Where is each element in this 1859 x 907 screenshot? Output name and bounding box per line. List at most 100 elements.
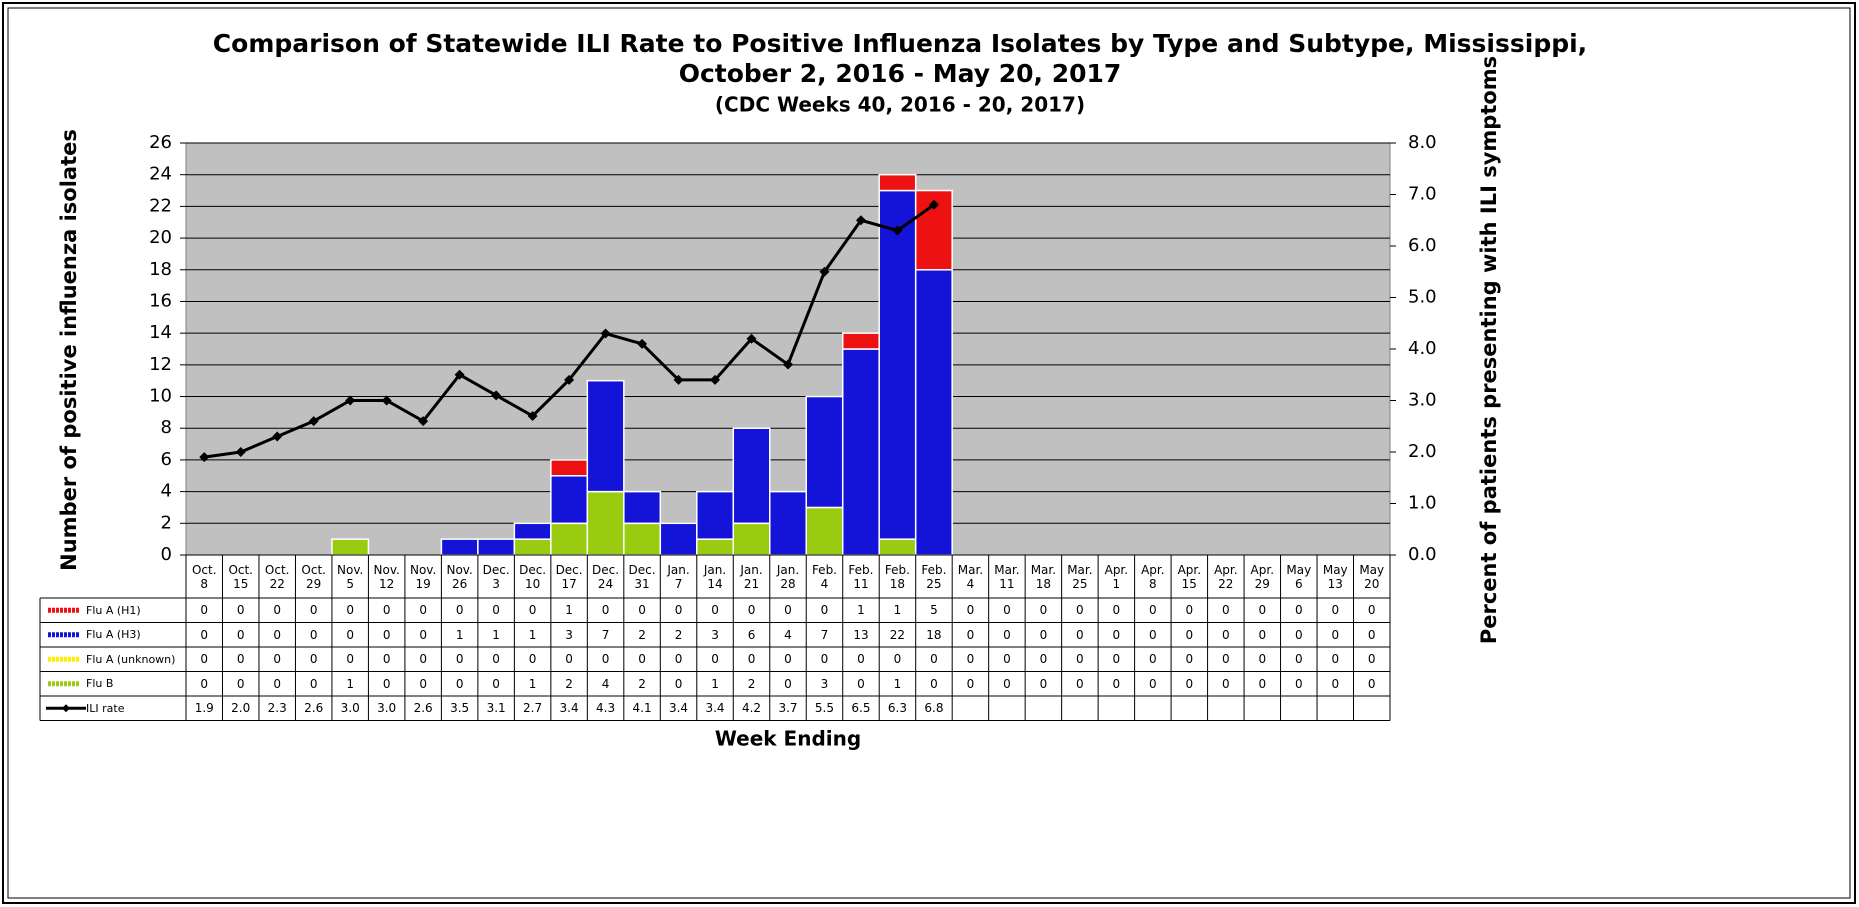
line-marker [527, 410, 538, 421]
legend-label: ILI rate [86, 696, 124, 721]
x-tick-label-text: Mar. 11 [994, 562, 1020, 591]
line-marker [819, 266, 830, 277]
table-value-text: 0 [966, 652, 975, 667]
table-value-text: 0 [1258, 627, 1267, 642]
table-value-text: 0 [236, 627, 245, 642]
table-value-text: 0 [966, 627, 975, 642]
table-value-text: 0 [930, 676, 938, 691]
y-tick-label: 20 [149, 227, 172, 248]
table-value-text: 0 [236, 603, 245, 618]
table-value: 0 [1098, 647, 1134, 672]
table-value-text: 6.3 [887, 701, 907, 716]
table-value: 0 [770, 598, 806, 623]
table-value-text: 0 [236, 676, 245, 691]
table-value: 0 [952, 598, 988, 623]
legend-label: Flu A (H3) [86, 623, 141, 648]
y2-tick-label: 5.0 [1408, 287, 1437, 308]
x-tick-label-text: Oct. 15 [228, 562, 253, 591]
table-value-text: 0 [565, 652, 573, 667]
line-marker [673, 374, 684, 385]
table-value: 0 [368, 623, 404, 648]
table-value-text: 5 [930, 603, 938, 618]
table-value: 7 [806, 623, 842, 648]
table-value-text: 0 [1331, 652, 1340, 667]
table-value: 0 [1208, 598, 1244, 623]
table-value-text: 1 [893, 603, 902, 618]
table-value-text: 3 [820, 676, 829, 691]
table-value: 0 [478, 647, 514, 672]
table-value-text: 0 [966, 603, 975, 618]
table-value-text: 2 [674, 627, 683, 642]
table-value: 3 [551, 623, 587, 648]
table-value-text: 0 [893, 652, 902, 667]
table-value-text: 0 [674, 652, 683, 667]
line-marker [235, 447, 246, 457]
table-value-text: 0 [966, 676, 975, 691]
table-value: 0 [1135, 672, 1171, 697]
table-value-text: 2.6 [304, 701, 324, 716]
y2-tick-label: 6.0 [1408, 235, 1437, 256]
x-tick-label: Mar. 4 [952, 555, 988, 598]
chart-title-line2: October 2, 2016 - May 20, 2017 [679, 59, 1122, 88]
table-value-text: 0 [1258, 603, 1267, 618]
table-value: 0 [295, 672, 331, 697]
x-tick-label-text: Dec. 17 [555, 562, 583, 591]
x-tick-label: May 6 [1281, 555, 1317, 598]
table-value-text: 4 [601, 676, 610, 691]
table-value: 0 [259, 623, 295, 648]
bar [513, 538, 552, 556]
table-value: 2.3 [259, 696, 295, 721]
line-marker [855, 215, 866, 226]
table-value-text: 0 [273, 603, 282, 618]
table-value: 0 [733, 598, 769, 623]
x-tick-label-text: Apr. 1 [1104, 562, 1129, 591]
x-tick-label: Mar. 11 [989, 555, 1025, 598]
x-tick-label-text: Feb. 11 [848, 562, 874, 591]
x-tick-label: Dec. 31 [624, 555, 660, 598]
table-value: 3.5 [441, 696, 477, 721]
bar [841, 348, 880, 556]
table-value: 0 [514, 598, 550, 623]
table-value: 0 [697, 598, 733, 623]
table-value: 5 [916, 598, 952, 623]
table-value-text: 0 [857, 676, 865, 691]
table-value: 0 [1317, 672, 1353, 697]
table-value-text: 0 [711, 652, 719, 667]
line-marker [928, 199, 939, 210]
table-value: 0 [405, 623, 441, 648]
table-value-text: 0 [236, 652, 245, 667]
x-tick-label-text: Mar. 18 [1030, 562, 1057, 591]
table-value: 0 [1135, 623, 1171, 648]
x-tick-label-text: Mar. 4 [957, 562, 984, 591]
table-value: 0 [624, 598, 660, 623]
plot-area [185, 142, 1391, 556]
table-value-text: 0 [346, 603, 354, 618]
table-value: 0 [952, 623, 988, 648]
table-value: 0 [587, 598, 623, 623]
table-value-text: 0 [784, 676, 792, 691]
table-value-text: 0 [1149, 627, 1157, 642]
table-value-text: 3.0 [340, 701, 360, 716]
table-value-text: 13 [853, 627, 869, 642]
table-value-text: 0 [419, 652, 427, 667]
table-value-text: 0 [492, 603, 500, 618]
table-value: 0 [295, 598, 331, 623]
table-value-text: 0 [419, 603, 427, 618]
x-tick-label: Oct. 29 [295, 555, 331, 598]
table-value: 0 [660, 598, 696, 623]
bar [878, 189, 917, 540]
table-value: 0 [697, 647, 733, 672]
table-value: 0 [186, 647, 222, 672]
table-value-text: 0 [784, 603, 792, 618]
table-value: 13 [843, 623, 879, 648]
table-value: 0 [478, 672, 514, 697]
table-value: 3 [806, 672, 842, 697]
y-tick-label: 0 [161, 544, 172, 565]
table-value-text: 3.0 [377, 701, 397, 716]
table-value: 0 [259, 672, 295, 697]
x-tick-label-text: Jan. 28 [776, 562, 800, 591]
x-tick-label: Jan. 14 [697, 555, 733, 598]
table-value: 1 [478, 623, 514, 648]
table-value: 1.9 [186, 696, 222, 721]
